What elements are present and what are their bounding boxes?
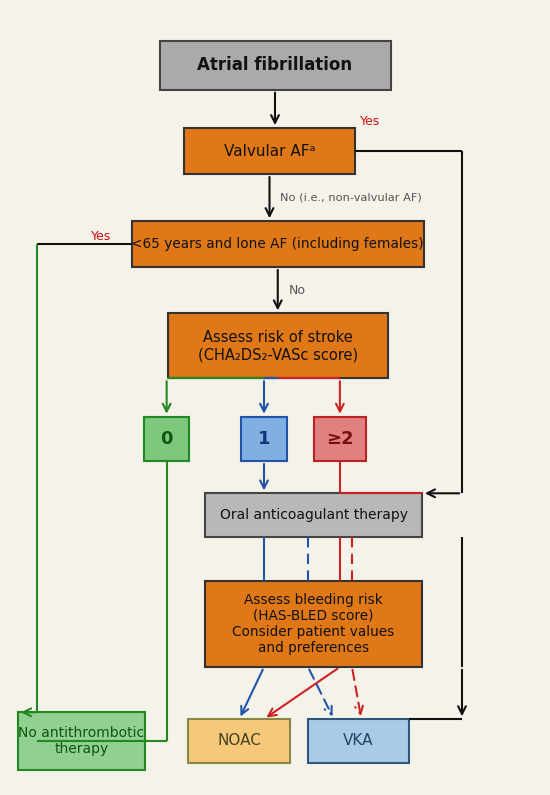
FancyBboxPatch shape xyxy=(168,313,388,378)
Text: Assess bleeding risk
(HAS-BLED score)
Consider patient values
and preferences: Assess bleeding risk (HAS-BLED score) Co… xyxy=(232,593,395,655)
FancyBboxPatch shape xyxy=(132,221,424,267)
FancyBboxPatch shape xyxy=(144,417,189,461)
Text: Yes: Yes xyxy=(91,230,111,242)
FancyBboxPatch shape xyxy=(241,417,287,461)
Text: Valvular AFᵃ: Valvular AFᵃ xyxy=(224,144,315,158)
Text: No: No xyxy=(289,284,306,297)
FancyBboxPatch shape xyxy=(160,41,390,90)
Text: VKA: VKA xyxy=(343,734,374,748)
Text: NOAC: NOAC xyxy=(217,734,261,748)
FancyBboxPatch shape xyxy=(184,128,355,174)
FancyBboxPatch shape xyxy=(18,712,145,770)
Text: No antithrombotic
therapy: No antithrombotic therapy xyxy=(18,726,145,756)
Text: Atrial fibrillation: Atrial fibrillation xyxy=(197,56,353,74)
FancyBboxPatch shape xyxy=(314,417,366,461)
Text: <65 years and lone AF (including females): <65 years and lone AF (including females… xyxy=(131,237,424,251)
FancyBboxPatch shape xyxy=(205,581,422,667)
Text: 0: 0 xyxy=(161,430,173,448)
Text: 1: 1 xyxy=(258,430,270,448)
Text: ≥2: ≥2 xyxy=(326,430,354,448)
FancyBboxPatch shape xyxy=(308,719,409,763)
Text: Assess risk of stroke
(CHA₂DS₂-VASc score): Assess risk of stroke (CHA₂DS₂-VASc scor… xyxy=(197,330,358,362)
Text: Oral anticoagulant therapy: Oral anticoagulant therapy xyxy=(219,508,408,522)
FancyBboxPatch shape xyxy=(188,719,290,763)
Text: Yes: Yes xyxy=(360,115,381,128)
FancyBboxPatch shape xyxy=(205,493,422,537)
Text: No (i.e., non-valvular AF): No (i.e., non-valvular AF) xyxy=(280,192,422,203)
